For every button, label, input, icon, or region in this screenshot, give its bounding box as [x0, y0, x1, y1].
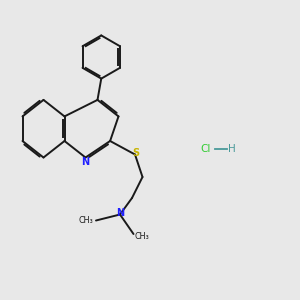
Text: CH₃: CH₃ — [78, 216, 93, 225]
Text: CH₃: CH₃ — [134, 232, 149, 241]
Text: S: S — [132, 148, 140, 158]
Text: N: N — [81, 157, 90, 167]
Text: Cl: Cl — [200, 143, 211, 154]
Text: N: N — [116, 208, 124, 218]
Text: H: H — [228, 143, 236, 154]
